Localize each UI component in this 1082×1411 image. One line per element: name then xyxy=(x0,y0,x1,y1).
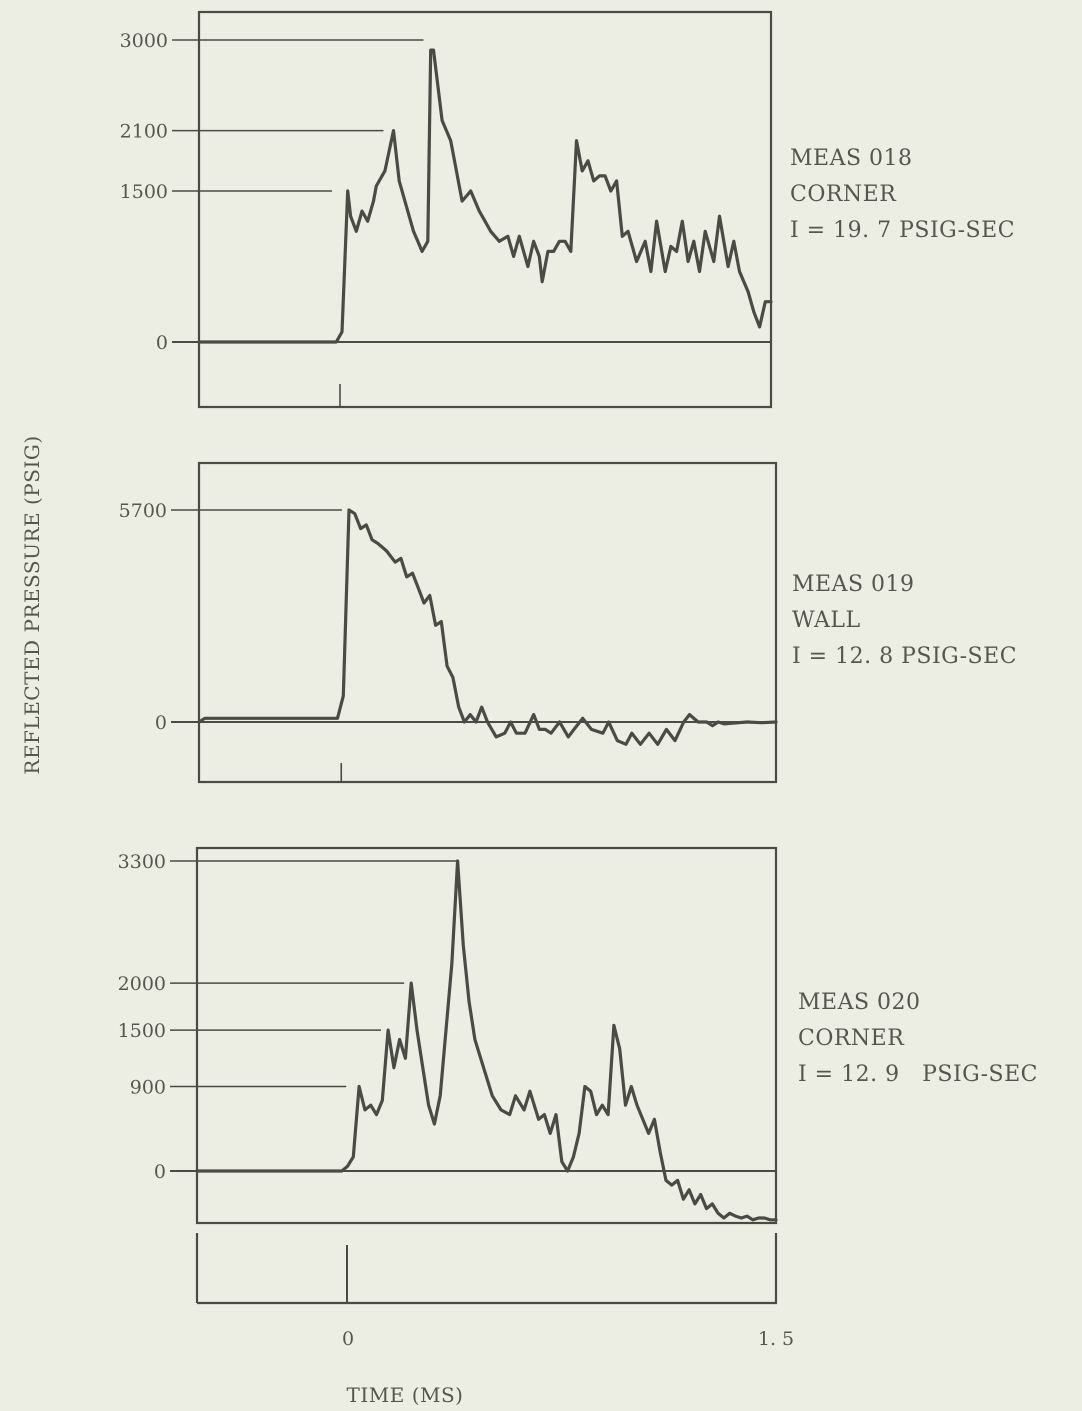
x-axis-title: TIME (MS) xyxy=(347,1383,464,1407)
panel-2-ytick-label: 5700 xyxy=(119,500,167,522)
panel-2-frame xyxy=(197,461,778,784)
panel-3-annotation: MEAS 020 CORNER I = 12. 9 PSIG-SEC xyxy=(798,990,1038,1087)
panel-2-meas-id: MEAS 019 xyxy=(792,572,915,597)
panel-3-ytick-label: 900 xyxy=(130,1076,166,1098)
panel-1-ytick-label: 1500 xyxy=(120,181,168,203)
panel-3-impulse: I = 12. 9 PSIG-SEC xyxy=(798,1062,1038,1087)
panel-2-pressure-trace xyxy=(197,508,778,746)
y-axis-title: REFLECTED PRESSURE (PSIG) xyxy=(20,435,44,774)
panel-1-pressure-trace xyxy=(197,48,773,344)
panel-3: 0 900 1500 2000 3300 xyxy=(118,846,778,1225)
panel-3-ytick-label: 0 xyxy=(154,1161,166,1183)
chart-panels: 0 1500 2100 3000 0 5700 0 900 1500 2000 3300 xyxy=(118,10,778,1225)
panel-1-ytick-label: 3000 xyxy=(120,30,168,52)
panel-1-frame xyxy=(197,10,773,409)
x-tick-label-zero: 0 xyxy=(342,1328,354,1350)
panel-1: 0 1500 2100 3000 xyxy=(120,10,773,409)
panel-1-meas-id: MEAS 018 xyxy=(790,146,913,171)
x-tick-label-end: 1. 5 xyxy=(758,1328,794,1350)
panel-1-impulse: I = 19. 7 PSIG-SEC xyxy=(790,218,1015,243)
panel-2-impulse: I = 12. 8 PSIG-SEC xyxy=(792,644,1017,669)
time-scale: 0 1. 5 xyxy=(195,1233,794,1350)
panel-3-ytick-label: 1500 xyxy=(118,1020,166,1042)
panel-1-annotation: MEAS 018 CORNER I = 19. 7 PSIG-SEC xyxy=(790,146,1015,243)
panel-1-ytick-label: 2100 xyxy=(120,121,168,143)
panel-1-location: CORNER xyxy=(790,182,897,207)
panel-3-location: CORNER xyxy=(798,1026,905,1051)
panel-1-ytick-label: 0 xyxy=(156,332,168,354)
panel-2-annotation: MEAS 019 WALL I = 12. 8 PSIG-SEC xyxy=(792,572,1017,669)
panel-3-pressure-trace xyxy=(195,859,778,1222)
panel-2-location: WALL xyxy=(792,608,861,633)
panel-3-ytick-label: 2000 xyxy=(118,973,166,995)
panel-2: 0 5700 xyxy=(119,461,778,784)
panel-3-frame xyxy=(195,846,778,1225)
panel-3-ytick-label: 3300 xyxy=(118,851,166,873)
panel-3-meas-id: MEAS 020 xyxy=(798,990,921,1015)
panel-2-ytick-label: 0 xyxy=(155,712,167,734)
